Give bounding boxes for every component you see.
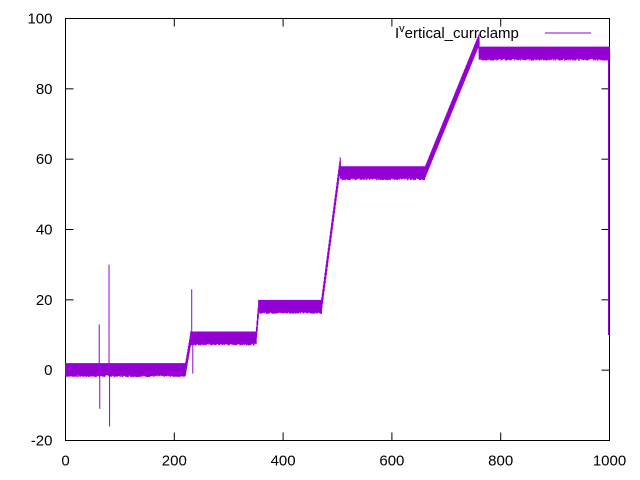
x-tick-label: 600: [379, 453, 404, 470]
x-tick-label: 0: [61, 453, 69, 470]
plot-frame: [65, 18, 610, 441]
legend-label: Ivertical_currclamp: [395, 23, 519, 42]
x-tick-label: 800: [488, 453, 513, 470]
x-tick-label: 1000: [593, 453, 626, 470]
x-axis: 0 200 400 600 800 1000: [61, 18, 626, 470]
legend-label-main: I: [395, 25, 399, 42]
x-tick-label: 400: [271, 453, 296, 470]
y-tick-label: 60: [36, 151, 53, 168]
y-tick-label: 100: [27, 11, 52, 28]
series-group: [65, 34, 611, 427]
legend: Ivertical_currclamp: [395, 23, 591, 42]
series-line: [65, 34, 611, 378]
y-tick-label: 20: [36, 292, 53, 309]
y-tick-label: 80: [36, 81, 53, 98]
x-tick-label: 200: [162, 453, 187, 470]
legend-label-super: v: [399, 23, 405, 35]
y-tick-label: -20: [31, 433, 53, 450]
legend-label-rest: ertical_currclamp: [405, 25, 519, 42]
y-tick-label: 0: [44, 362, 52, 379]
y-axis: -20 0 20 40 60 80 100: [27, 11, 610, 450]
y-tick-label: 40: [36, 222, 53, 239]
